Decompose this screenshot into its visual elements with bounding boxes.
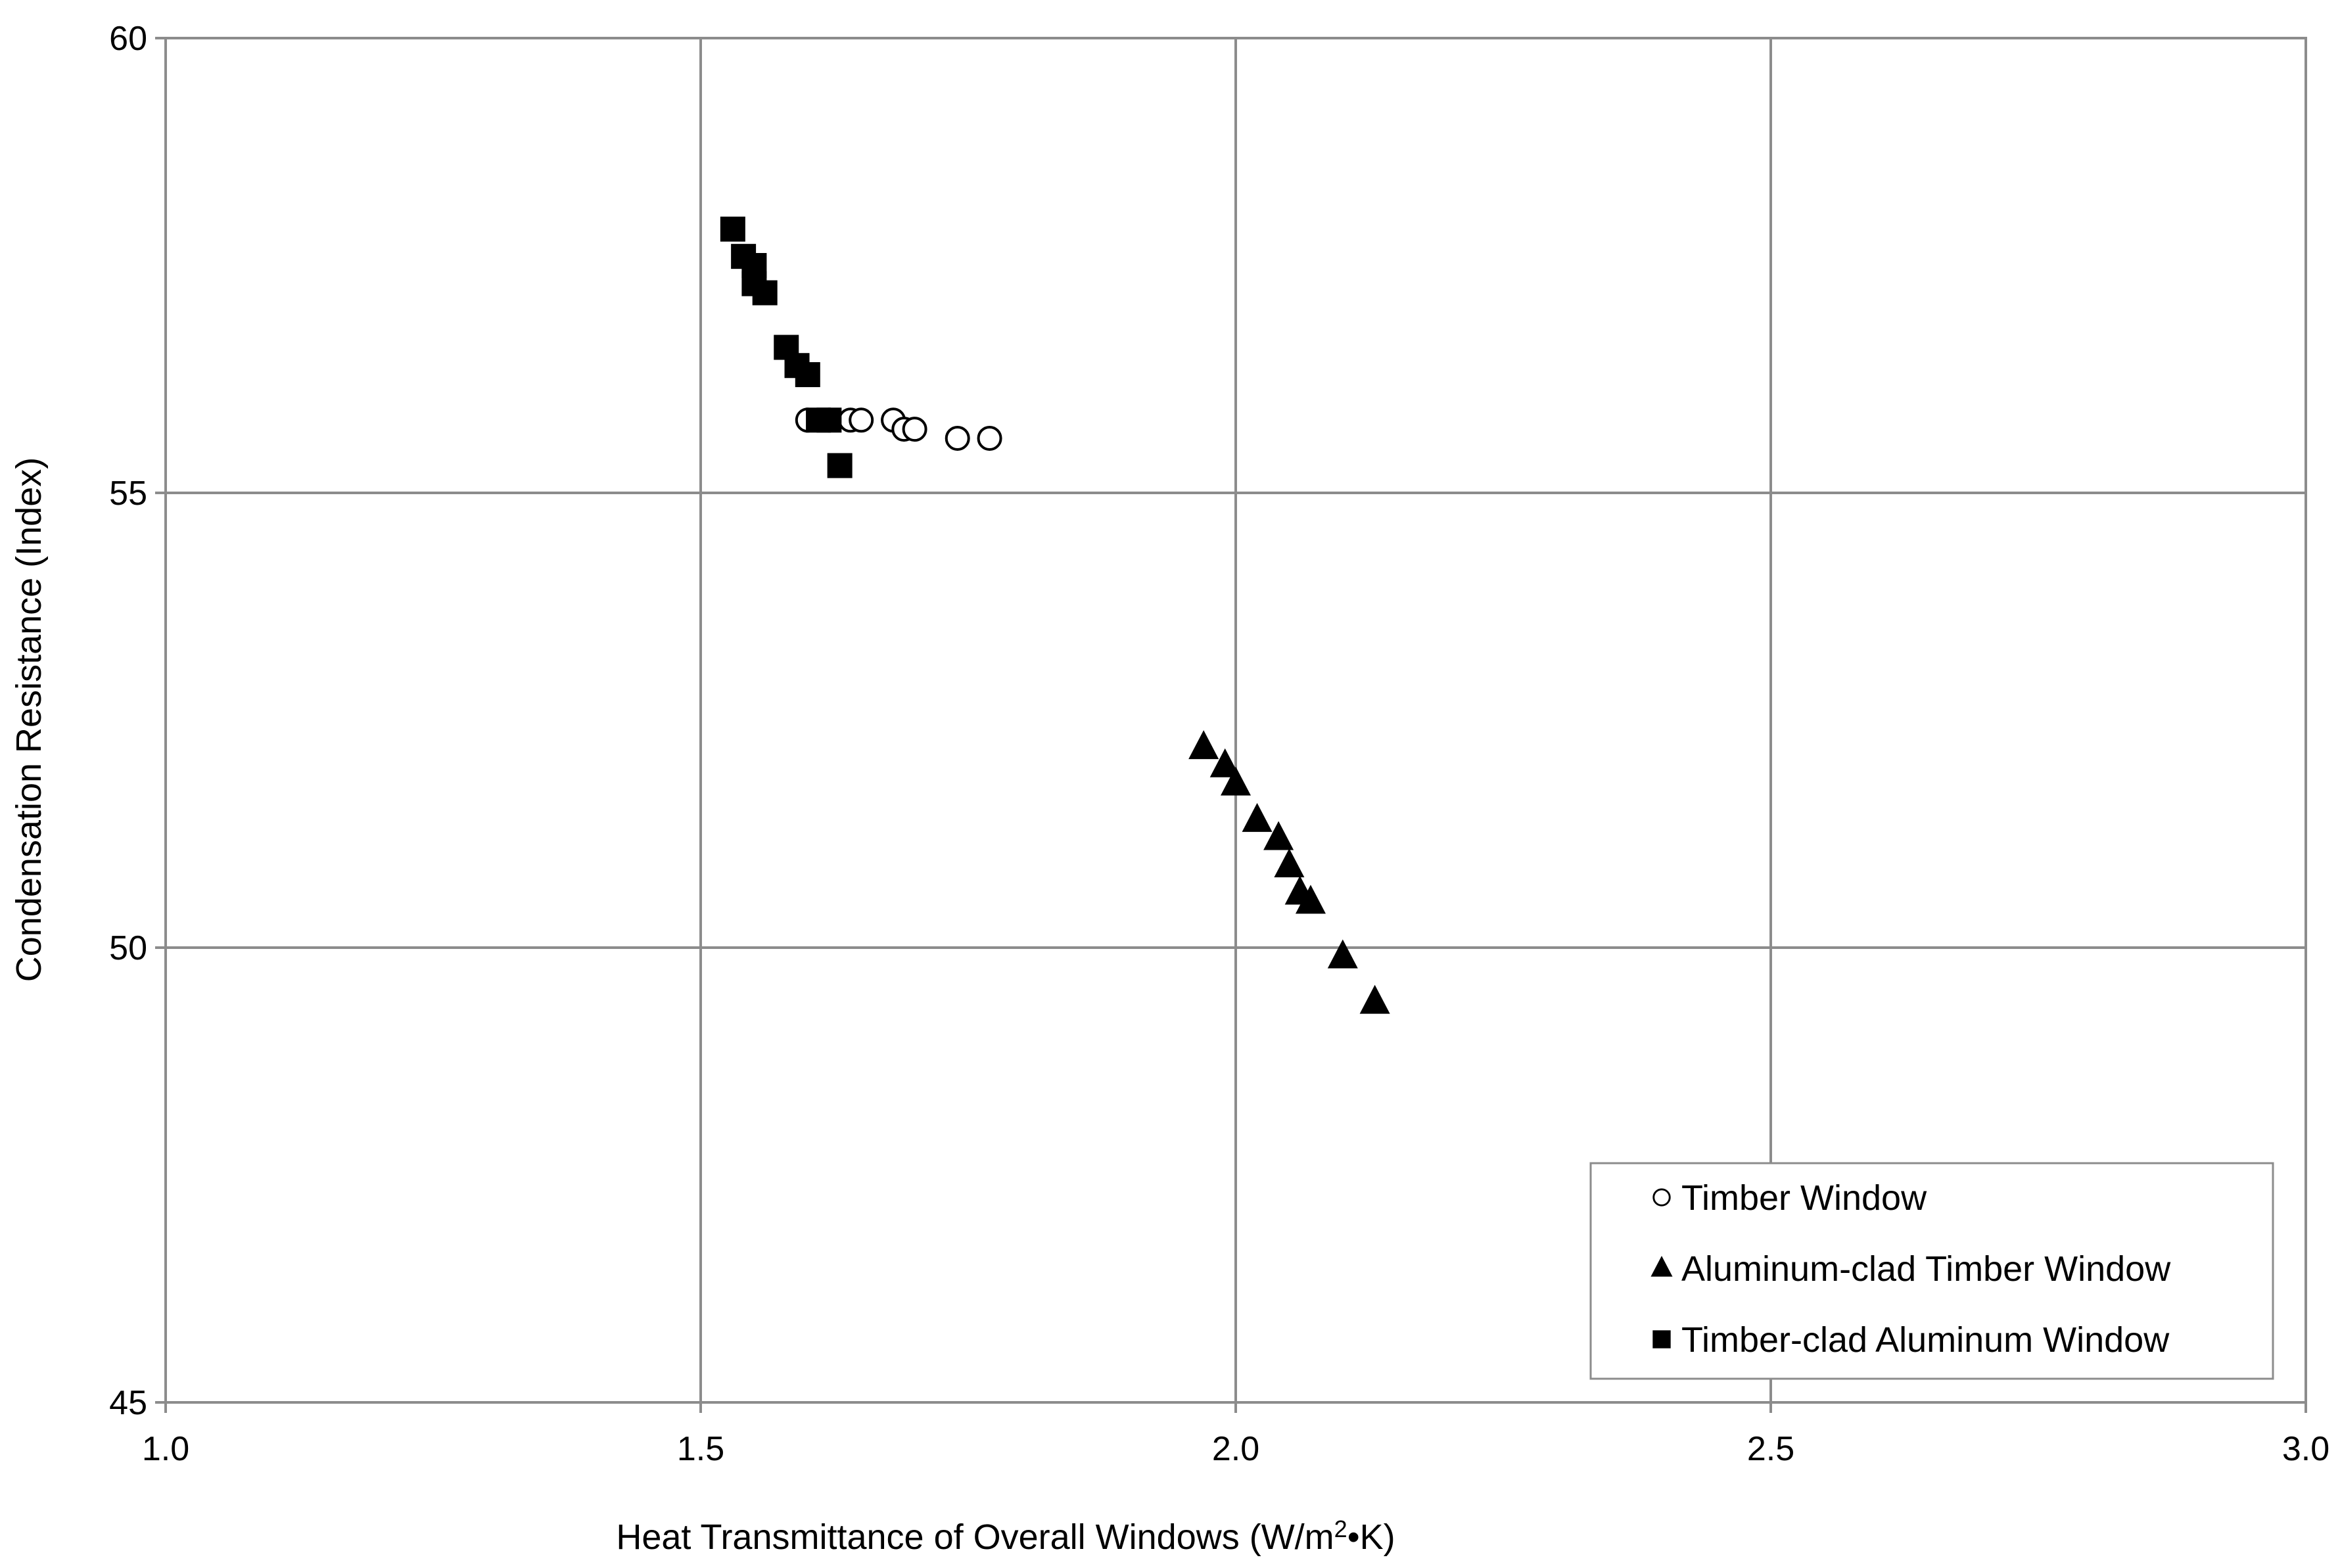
legend-label-timber-window: Timber Window <box>1681 1178 1927 1218</box>
x-tick-label: 3.0 <box>2282 1430 2329 1468</box>
legend-label-timber-clad-aluminum-window: Timber-clad Aluminum Window <box>1681 1320 2170 1360</box>
x-axis-title: Heat Transmittance of Overall Windows (W… <box>616 1515 1395 1557</box>
timber-clad-aluminum-window-point <box>795 362 820 388</box>
aluminum-clad-timber-window-point <box>1295 885 1326 914</box>
x-tick-label: 2.0 <box>1212 1430 1259 1468</box>
legend-marker-aluminum-clad-timber-window <box>1650 1255 1673 1277</box>
legend: Timber Window Aluminum-clad Timber Window… <box>1589 1162 2274 1380</box>
y-tick-label: 45 <box>109 1384 147 1422</box>
timber-window-point <box>849 407 874 433</box>
y-tick-label: 55 <box>109 474 147 513</box>
legend-label-aluminum-clad-timber-window: Aluminum-clad Timber Window <box>1681 1249 2171 1289</box>
aluminum-clad-timber-window-point <box>1188 730 1219 760</box>
aluminum-clad-timber-window-point <box>1359 984 1390 1014</box>
y-tick-label: 50 <box>109 929 147 967</box>
timber-clad-aluminum-window-point <box>752 280 778 306</box>
legend-marker-timber-window <box>1652 1188 1671 1207</box>
timber-window-point <box>977 425 1002 451</box>
timber-clad-aluminum-window-point <box>827 453 853 478</box>
timber-window-point <box>945 425 970 451</box>
legend-marker-timber-clad-aluminum-window <box>1652 1330 1671 1349</box>
timber-clad-aluminum-window-point <box>816 407 842 433</box>
timber-window-point <box>902 417 927 442</box>
aluminum-clad-timber-window-point <box>1209 748 1240 777</box>
aluminum-clad-timber-window-point <box>1274 848 1305 878</box>
x-tick-label: 2.5 <box>1747 1430 1794 1468</box>
aluminum-clad-timber-window-point <box>1221 766 1251 796</box>
x-tick-label: 1.5 <box>677 1430 724 1468</box>
axes <box>155 37 2307 1413</box>
aluminum-clad-timber-window-point <box>1263 821 1294 850</box>
aluminum-clad-timber-window-point <box>1242 802 1273 832</box>
aluminum-clad-timber-window-point <box>1327 939 1358 969</box>
data-points <box>720 216 1390 1014</box>
plot-frame <box>164 37 2307 1404</box>
legend-frame <box>1589 1162 2274 1380</box>
x-tick-label: 1.0 <box>142 1430 189 1468</box>
y-tick-label: 60 <box>109 20 147 58</box>
timber-clad-aluminum-window-point <box>720 216 745 242</box>
tick-labels: 1.0 1.5 2.0 2.5 3.0 45 50 55 60 <box>109 20 2329 1468</box>
y-axis-title: Condensation Resistance (Index) <box>9 457 49 982</box>
